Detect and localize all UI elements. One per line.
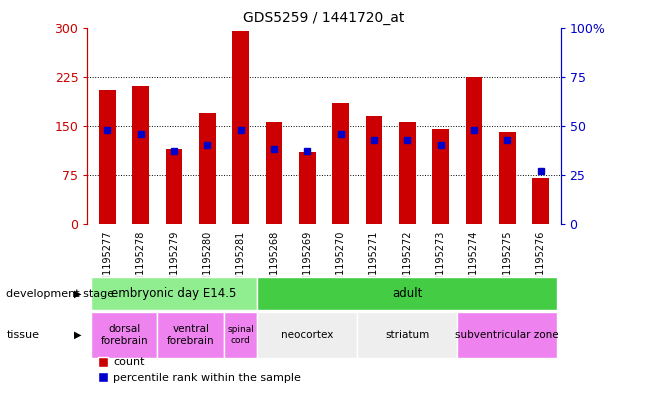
Text: embryonic day E14.5: embryonic day E14.5 [111, 287, 237, 300]
Bar [399, 123, 415, 224]
Bar [91, 277, 257, 310]
Bar [257, 312, 357, 358]
Text: ▶: ▶ [73, 330, 81, 340]
Bar [299, 152, 316, 224]
Bar [457, 312, 557, 358]
Bar [132, 86, 149, 224]
Title: GDS5259 / 1441720_at: GDS5259 / 1441720_at [243, 11, 405, 25]
Bar [357, 312, 457, 358]
Bar [166, 149, 183, 224]
Bar [233, 31, 249, 224]
Text: subventricular zone: subventricular zone [456, 330, 559, 340]
Text: striatum: striatum [385, 330, 430, 340]
Bar [332, 103, 349, 224]
Bar [365, 116, 382, 224]
Legend: count, percentile rank within the sample: count, percentile rank within the sample [93, 353, 305, 387]
Bar [432, 129, 449, 224]
Bar [266, 123, 283, 224]
Text: development stage: development stage [6, 289, 115, 299]
Text: adult: adult [392, 287, 422, 300]
Bar [499, 132, 516, 224]
Bar [257, 277, 557, 310]
Text: ▶: ▶ [73, 289, 81, 299]
Bar [532, 178, 549, 224]
Bar [465, 77, 482, 224]
Bar [199, 113, 216, 224]
Bar [157, 312, 224, 358]
Text: dorsal
forebrain: dorsal forebrain [100, 324, 148, 346]
Text: neocortex: neocortex [281, 330, 334, 340]
Text: ventral
forebrain: ventral forebrain [167, 324, 214, 346]
Bar [91, 312, 157, 358]
Bar [224, 312, 257, 358]
Bar [99, 90, 116, 224]
Text: tissue: tissue [6, 330, 40, 340]
Text: spinal
cord: spinal cord [227, 325, 254, 345]
